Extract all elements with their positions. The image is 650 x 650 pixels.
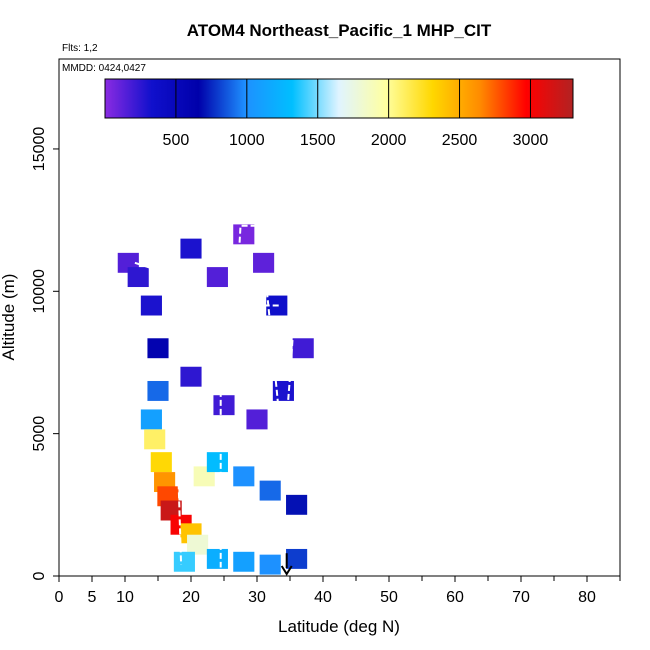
flight-track-segment-3 <box>176 456 183 565</box>
y-tick-label-1: 5000 <box>31 416 48 452</box>
colorbar-tick-label-4: 2500 <box>442 132 478 149</box>
flight-track-segment-0 <box>134 261 281 307</box>
heatmap-cell-16 <box>233 551 255 572</box>
date-note: MMDD: 0424,0427 <box>62 63 146 74</box>
y-tick-label-3: 15000 <box>31 127 48 172</box>
x-tick-label-5: 40 <box>314 589 332 606</box>
heatmap-cell-25 <box>213 395 235 416</box>
marker-arrow-head <box>280 565 293 576</box>
x-tick-label-9: 80 <box>578 589 596 606</box>
colorbar-ticks: 500 1000 1500 2000 2500 3000 <box>163 79 549 149</box>
heatmap-cell-7 <box>150 452 172 473</box>
heatmap-cell-1 <box>127 267 149 288</box>
y-tick-label-2: 10000 <box>31 269 48 314</box>
x-tick-label-7: 60 <box>446 589 464 606</box>
colorbar-tick-label-2: 1500 <box>300 132 336 149</box>
heatmap-cell-24 <box>180 366 202 387</box>
heatmap-cell-17 <box>259 554 281 575</box>
flights-note: Flts: 1,2 <box>62 43 98 54</box>
heatmap-cell-30 <box>206 267 228 288</box>
heatmap-cell-14 <box>173 551 195 572</box>
y-axis: 0 5000 10000 15000 <box>31 59 60 580</box>
colorbar-tick-label-0: 500 <box>163 132 190 149</box>
heatmap-cell-20 <box>206 452 228 473</box>
heatmap-cell-3 <box>147 338 169 359</box>
heatmap-cell-5 <box>140 409 162 430</box>
x-axis: 0 5 10 20 30 40 50 60 70 80 <box>55 575 621 606</box>
x-axis-label: Latitude (deg N) <box>278 617 400 636</box>
x-tick-label-1: 5 <box>88 589 97 606</box>
heatmap-cell-4 <box>147 380 169 401</box>
heatmap-cell-23 <box>286 494 308 515</box>
heatmap-cell-2 <box>140 295 162 316</box>
heatmap-cell-22 <box>259 480 281 501</box>
flight-track <box>134 224 304 568</box>
x-tick-label-3: 20 <box>182 589 200 606</box>
colorbar-tick-label-3: 2000 <box>371 132 407 149</box>
y-axis-label: Altitude (m) <box>0 274 18 361</box>
flight-track-segment-1 <box>196 224 261 380</box>
heatmap-cell-13 <box>187 534 209 555</box>
x-tick-label-2: 10 <box>116 589 134 606</box>
heatmap-cell-26 <box>246 409 268 430</box>
x-tick-label-6: 50 <box>380 589 398 606</box>
heatmap-cell-15 <box>206 548 228 569</box>
colorbar-tick-label-5: 3000 <box>513 132 549 149</box>
heatmap-cell-32 <box>253 252 275 273</box>
heatmap-cell-28 <box>292 338 314 359</box>
heatmap-cell-29 <box>180 238 202 259</box>
location-marker <box>280 553 293 576</box>
heatmap-cells <box>117 224 314 575</box>
x-tick-label-0: 0 <box>55 589 64 606</box>
colorbar <box>104 78 574 119</box>
heatmap-cell-6 <box>144 429 166 450</box>
heatmap-cell-31 <box>233 224 255 245</box>
x-tick-label-4: 30 <box>248 589 266 606</box>
heatmap-cell-21 <box>233 466 255 487</box>
colorbar-tick-label-1: 1000 <box>229 132 265 149</box>
x-tick-label-8: 70 <box>512 589 530 606</box>
y-tick-label-0: 0 <box>31 571 48 580</box>
chart-title: ATOM4 Northeast_Pacific_1 MHP_CIT <box>187 21 492 40</box>
heatmap-cell-18 <box>286 548 308 569</box>
flight-track-segment-2 <box>265 291 304 463</box>
